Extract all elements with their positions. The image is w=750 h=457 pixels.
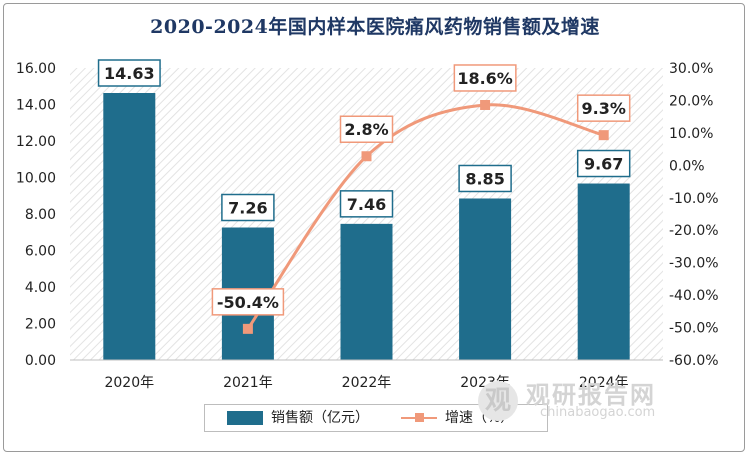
x-tick-label: 2024年	[579, 375, 629, 391]
bar-value-label: 8.85	[458, 164, 512, 193]
chart-title: 2020-2024年国内样本医院痛风药物销售额及增速	[150, 16, 600, 38]
bar-value-label: 7.46	[339, 190, 394, 218]
bar	[459, 198, 512, 360]
legend-square-marker	[415, 413, 424, 422]
right-tick-label: -50.0%	[669, 321, 719, 337]
legend-bar-swatch	[227, 411, 263, 425]
bar	[577, 183, 630, 360]
left-tick-label: 8.00	[25, 207, 56, 223]
bar-series	[103, 93, 630, 360]
x-tick-label: 2021年	[223, 375, 273, 391]
growth-line	[246, 103, 605, 330]
watermark-url: chinabaogao.com	[540, 405, 656, 420]
right-tick-label: -20.0%	[669, 223, 719, 239]
left-tick-label: 6.00	[25, 244, 56, 260]
bar-value-label-box	[576, 149, 631, 178]
right-tick-label: 10.0%	[669, 126, 713, 142]
x-tick-label: 2022年	[342, 375, 392, 391]
bar-value-label-text: 9.67	[584, 155, 623, 174]
growth-value-label-text: 9.3%	[582, 99, 626, 118]
left-tick-label: 0.00	[25, 353, 56, 369]
left-tick-label: 10.00	[16, 171, 56, 187]
left-tick-label: 14.00	[16, 98, 56, 114]
left-tick-label: 4.00	[25, 280, 56, 296]
growth-value-label: -50.4%	[211, 288, 285, 316]
growth-value-label-text: 2.8%	[344, 120, 388, 139]
right-tick-label: 30.0%	[669, 61, 713, 77]
bar-value-label-box	[221, 193, 275, 222]
bar	[103, 93, 156, 360]
bar-value-label-box	[339, 190, 394, 218]
growth-value-label-box	[339, 115, 394, 143]
bar-value-label-box	[97, 59, 161, 87]
x-axis: 2020年 2021年 2022年 2023年 2024年	[70, 359, 663, 391]
bar-value-label-box	[458, 164, 512, 193]
bar-value-label-text: 7.46	[347, 195, 386, 214]
left-tick-label: 16.00	[16, 61, 56, 77]
growth-value-label-text: 18.6%	[457, 69, 513, 88]
growth-value-label-box	[453, 64, 517, 92]
bar-value-label-text: 8.85	[465, 169, 504, 188]
bar-value-label: 14.63	[97, 59, 161, 87]
bar-value-label: 7.26	[221, 193, 275, 222]
growth-value-label-box	[576, 94, 631, 122]
bar-value-label-text: 14.63	[104, 64, 155, 83]
right-tick-label: -60.0%	[669, 353, 719, 369]
bar	[340, 223, 393, 360]
left-axis: 0.00 2.00 4.00 6.00 8.00 10.00 12.00 14.00 16.00	[16, 61, 56, 369]
growth-value-label-text: -50.4%	[217, 293, 279, 312]
watermark-text: 观研报告网	[526, 381, 656, 409]
bar-value-label: 9.67	[576, 149, 631, 178]
right-tick-label: 0.0%	[669, 158, 705, 174]
line-point	[361, 151, 372, 162]
left-tick-label: 12.00	[16, 134, 56, 150]
line-point	[242, 323, 253, 334]
data-labels: 14.63 7.26 7.46 8.85 9.67 -50.4% 2.8% 18.6% 9.3%	[97, 59, 631, 316]
watermark-logo-icon: 观	[478, 381, 518, 421]
watermark: 观 观研报告网 chinabaogao.com	[478, 375, 678, 427]
bar-value-label-text: 7.26	[228, 199, 267, 218]
line-point	[480, 99, 491, 110]
growth-value-label: 18.6%	[453, 64, 517, 92]
x-tick-label: 2020年	[104, 375, 154, 391]
growth-value-label: 9.3%	[576, 94, 631, 122]
growth-value-label: 2.8%	[339, 115, 394, 143]
right-tick-label: 20.0%	[669, 93, 713, 109]
left-tick-label: 2.00	[25, 317, 56, 333]
right-tick-label: -40.0%	[669, 288, 719, 304]
line-point	[598, 130, 609, 141]
growth-value-label-box	[211, 288, 285, 316]
line-series	[242, 99, 609, 334]
legend-label-sales: 销售额（亿元）	[271, 410, 369, 426]
right-tick-label: -30.0%	[669, 256, 719, 272]
right-axis: -60.0% -50.0% -40.0% -30.0% -20.0% -10.0% 0.0%…	[669, 61, 719, 369]
right-tick-label: -10.0%	[669, 191, 719, 207]
